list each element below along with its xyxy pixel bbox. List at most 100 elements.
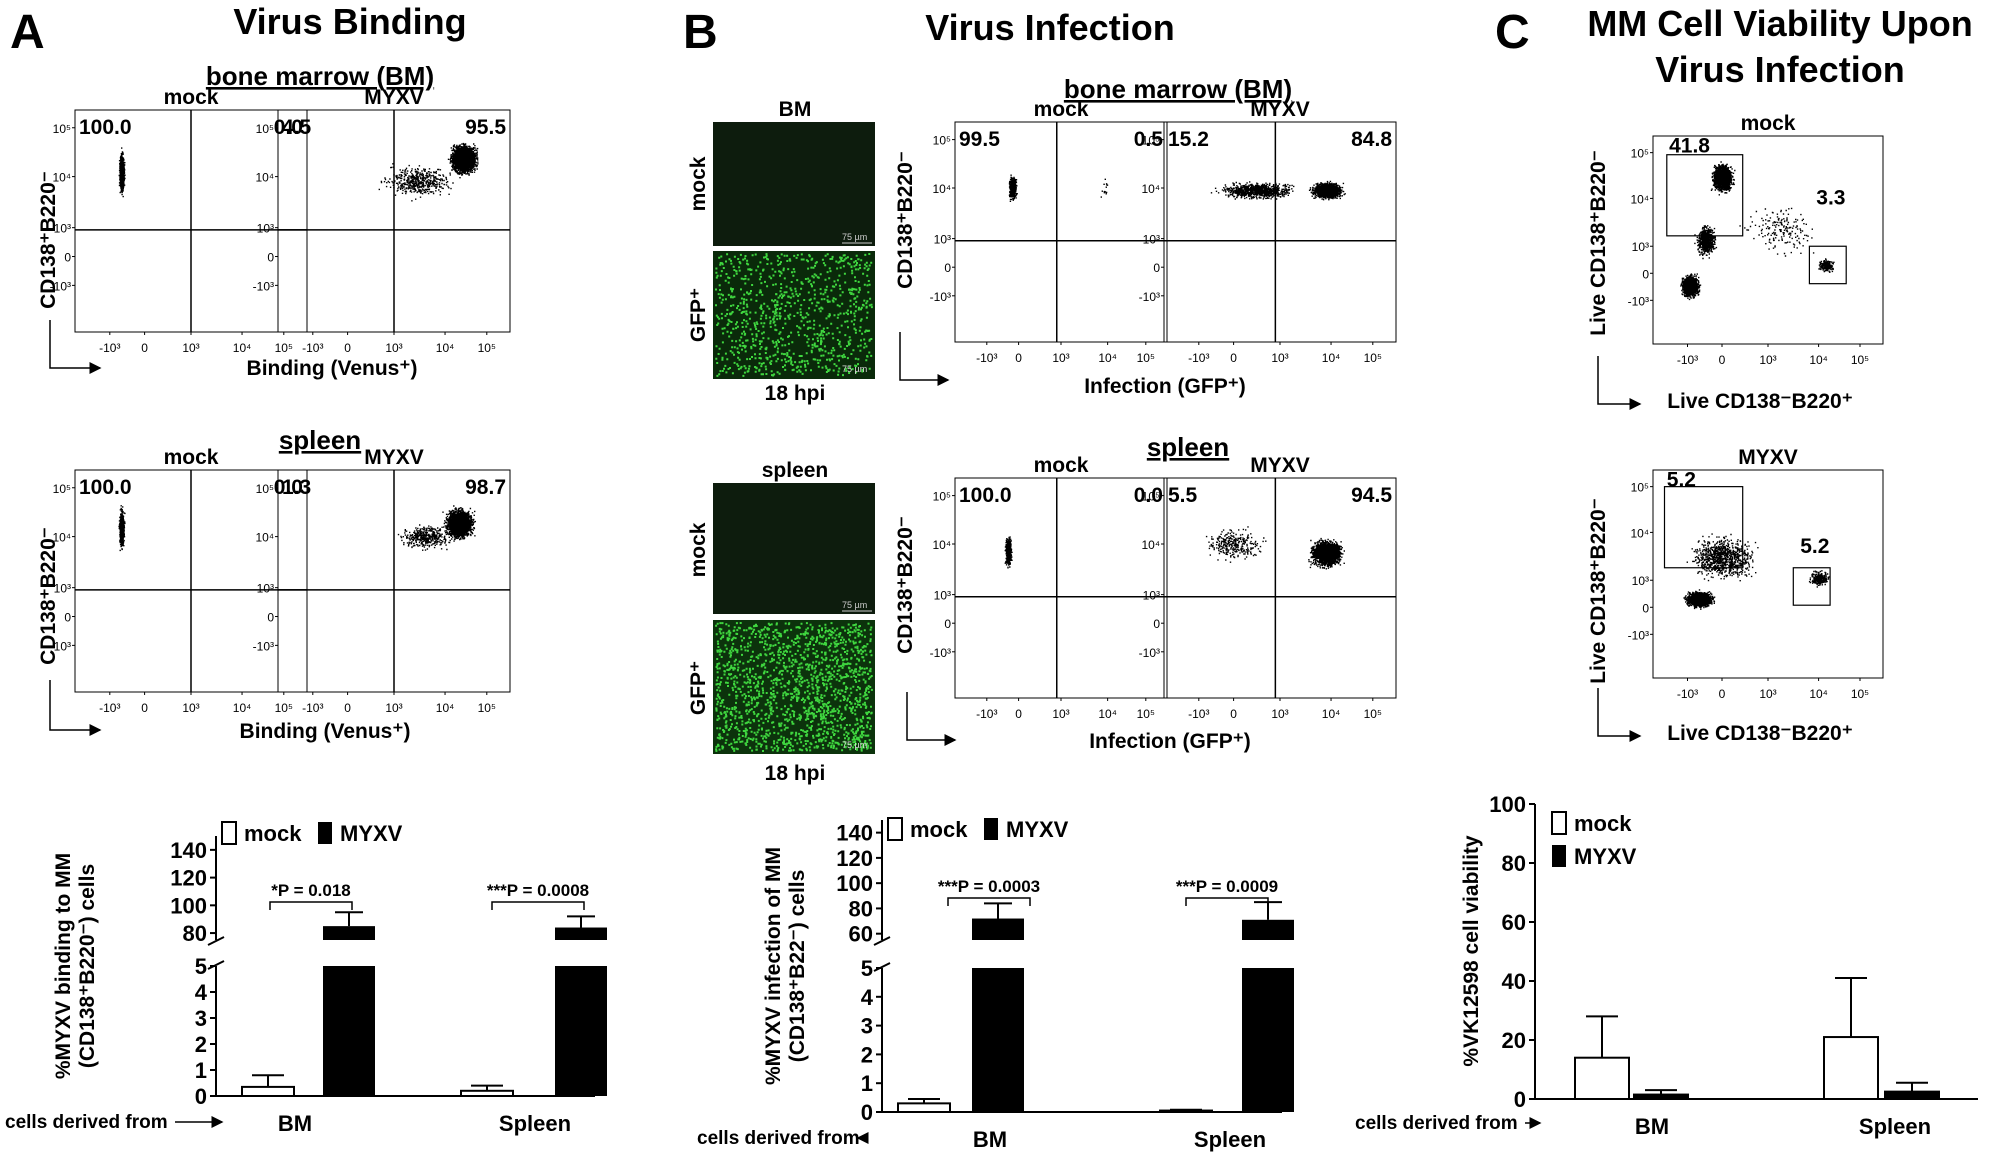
gate-box xyxy=(1663,486,1744,569)
bar-myxv xyxy=(1884,1090,1940,1100)
bar-mock xyxy=(1574,1056,1630,1100)
cells-derived-label: cells derived from xyxy=(697,1128,860,1149)
x-tick-label: 0 xyxy=(1015,351,1022,365)
y-axis-label: %MYXV infection of MM xyxy=(762,847,785,1085)
y-tick-label: 10⁴ xyxy=(1630,526,1649,540)
y-tick-label: 140 xyxy=(836,821,873,846)
y-tick-label: 10⁵ xyxy=(53,482,71,496)
bar-mock xyxy=(1159,1109,1213,1114)
y-tick-label: 0 xyxy=(267,611,274,625)
quadrant-percent: 5.5 xyxy=(1168,484,1198,507)
plot-label: MYXV xyxy=(1738,446,1798,469)
event-dots xyxy=(1739,207,1815,257)
bar-myxv xyxy=(323,926,375,940)
plot-label: mock xyxy=(164,86,219,109)
x-tick-label: -10³ xyxy=(1677,353,1698,367)
legend-swatch-myxv xyxy=(984,818,998,840)
y-tick-label: 10³ xyxy=(1632,240,1649,254)
y-tick-label: 10⁵ xyxy=(53,122,71,136)
x-tick-label: 10⁵ xyxy=(1137,707,1155,721)
y-tick-label: -10³ xyxy=(1628,628,1649,642)
y-tick-label: 3 xyxy=(861,1014,873,1039)
x-tick-label: 10⁴ xyxy=(1322,351,1341,365)
plot-frame xyxy=(1652,135,1884,345)
x-tick-label: -10³ xyxy=(1677,687,1698,701)
x-tick-label: 10⁴ xyxy=(1809,353,1828,367)
plot-label: mock xyxy=(1741,112,1796,135)
legend-label-myxv: MYXV xyxy=(340,821,403,846)
y-tick-label: 10⁴ xyxy=(1141,538,1160,552)
y-tick-label: 0 xyxy=(195,1084,207,1109)
axis-arrow-icon xyxy=(899,332,950,386)
x-tick-label: -10³ xyxy=(302,341,323,355)
y-tick-label: 10³ xyxy=(1143,589,1160,603)
y-tick-label: 140 xyxy=(170,838,207,863)
y-tick-label: 10³ xyxy=(1632,574,1649,588)
flow-plot-b-spleen-myxv: MYXV 5.5 94.5 10⁵ 10⁴ 10³ 0 -10³ -10³ 0 10³ 10⁴ 10⁵ xyxy=(1139,454,1397,721)
flow-plot-c-mock: mock 41.8 3.3 10⁵ 10⁴ 10³ 0 -10³ -10³ 0 10³ 10⁴ 10⁵ xyxy=(1628,112,1884,367)
panel-title-line2: Virus Infection xyxy=(1655,49,1904,90)
x-tick-label: 0 xyxy=(344,701,351,715)
y-tick-label: 80 xyxy=(1502,851,1526,876)
y-tick-label: 10⁴ xyxy=(1630,192,1649,206)
gate-box xyxy=(1666,154,1744,237)
y-tick-label: 10⁴ xyxy=(52,531,71,545)
y-tick-label: 2 xyxy=(861,1042,873,1067)
x-tick-label: 10⁵ xyxy=(478,341,496,355)
event-dots xyxy=(1710,161,1736,196)
flow-ylabel: Live CD138⁺B220⁻ xyxy=(1587,150,1610,336)
panel-b: B Virus Infection bone marrow (BM) splee… xyxy=(683,6,1397,1152)
x-tick-label: 10⁴ xyxy=(233,341,252,355)
y-tick-label: 80 xyxy=(183,921,207,946)
y-tick-label: 10⁴ xyxy=(932,538,951,552)
flow-xlabel: Live CD138⁻B220⁺ xyxy=(1667,722,1853,745)
event-dots xyxy=(118,147,126,198)
plot-label: mock xyxy=(1034,454,1089,477)
section-title-spleen: spleen xyxy=(279,425,361,455)
y-axis-label: (CD138⁺B22⁻) cells xyxy=(786,870,809,1063)
y-tick-label: 120 xyxy=(170,866,207,891)
plot-frame xyxy=(954,477,1168,699)
panel-letter: B xyxy=(683,6,718,59)
legend-label-mock: mock xyxy=(1574,811,1632,836)
y-tick-label: 4 xyxy=(861,985,874,1010)
bar-chart-c: 0 20 40 60 80 100 %VK12598 cell viability BM Spl… xyxy=(1355,792,1978,1139)
legend-swatch-mock xyxy=(887,817,903,841)
x-tick-label: 10³ xyxy=(1052,351,1069,365)
x-category-label: BM xyxy=(278,1111,312,1136)
quadrant-percent: 84.8 xyxy=(1351,128,1392,151)
y-tick-label: 10⁵ xyxy=(933,490,951,504)
quadrant-percent: 0.0 xyxy=(1134,484,1163,507)
flow-plot-a-bm-myxv: MYXV 4.5 95.5 10⁵ 10⁴ 10³ 0 -10³ -10³ 0 10³ 10⁴ 10⁵ xyxy=(253,86,511,355)
significance-bracket xyxy=(269,901,353,910)
x-tick-label: 0 xyxy=(1719,687,1726,701)
cells-derived-label: cells derived from xyxy=(5,1112,168,1133)
gfp-cells xyxy=(715,253,873,377)
legend-swatch-mock xyxy=(1551,811,1567,835)
flow-plot-c-myxv: MYXV 5.2 5.2 10⁵ 10⁴ 10³ 0 -10³ -10³ 0 10³ 10⁴ 10⁵ xyxy=(1628,446,1884,701)
x-tick-label: 10³ xyxy=(385,341,402,355)
y-tick-label: 10³ xyxy=(934,233,951,247)
y-tick-label: 100 xyxy=(836,871,873,896)
micro-bottom-label: 18 hpi xyxy=(765,382,826,405)
gfp-cell-dots xyxy=(715,622,873,752)
panel-title-line1: MM Cell Viability Upon xyxy=(1587,3,1972,44)
legend-swatch-myxv xyxy=(1552,845,1566,867)
p-value-label: ***P = 0.0008 xyxy=(487,881,589,900)
section-title-bm: bone marrow (BM) xyxy=(1064,74,1292,104)
plot-label: mock xyxy=(164,446,219,469)
event-dots xyxy=(1008,174,1018,202)
y-tick-label: 40 xyxy=(1502,969,1526,994)
y-tick-label: 3 xyxy=(195,1006,207,1031)
x-tick-label: 10³ xyxy=(1271,351,1288,365)
micro-row-label: GFP⁺ xyxy=(687,288,710,342)
y-tick-label: 100 xyxy=(170,893,207,918)
x-tick-label: 10³ xyxy=(1759,353,1776,367)
quadrant-percent: 100.0 xyxy=(79,116,132,139)
y-tick-label: 1 xyxy=(861,1071,873,1096)
panel-a: A Virus Binding bone marrow (BM) spleen … xyxy=(5,1,607,1136)
plot-label: MYXV xyxy=(1250,454,1310,477)
